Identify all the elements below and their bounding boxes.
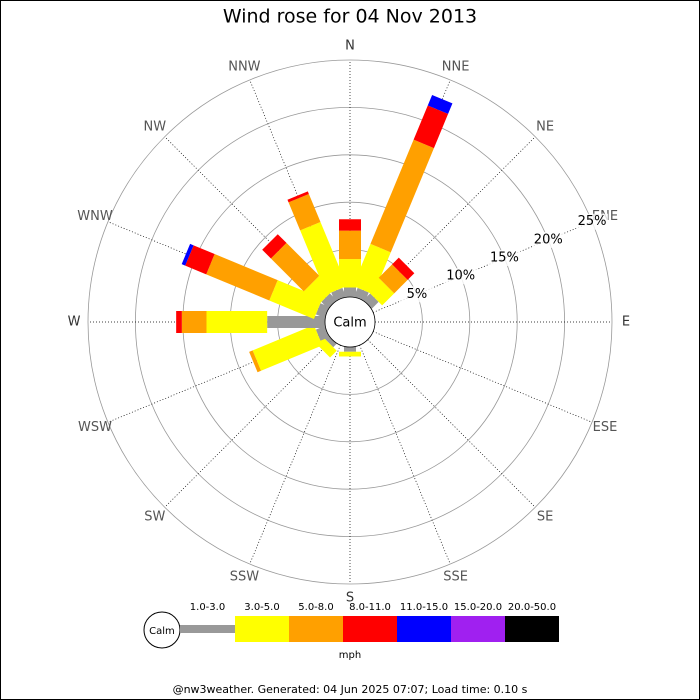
bar-segment (339, 230, 361, 260)
direction-label: SE (537, 510, 553, 525)
bar-segment (344, 287, 356, 297)
legend-calm-label: Calm (149, 626, 175, 637)
footer: @nw3weather. Generated: 04 Jun 2025 07:0… (173, 683, 528, 696)
bar-segment (206, 311, 268, 333)
bar-segment (344, 347, 356, 352)
bar-segment (181, 243, 194, 266)
legend-swatch (451, 616, 505, 642)
direction-bars (339, 347, 361, 357)
bar-segment (353, 243, 391, 295)
legend-swatch (343, 616, 397, 642)
bar-segment (252, 325, 323, 371)
legend-label: 20.0-50.0 (508, 602, 556, 613)
r-tick-label: 15% (490, 251, 519, 266)
legend-label: 15.0-20.0 (454, 602, 502, 613)
calm-circle (324, 296, 376, 348)
direction-bars (176, 311, 325, 333)
direction-label: NNW (228, 60, 260, 75)
bar-segment (363, 293, 379, 309)
bar-segment (249, 350, 262, 373)
bar-segment (269, 280, 323, 319)
direction-label: WSW (78, 420, 112, 435)
bar-segment (413, 105, 449, 149)
bar-segment (288, 193, 321, 231)
legend-swatch (180, 625, 235, 633)
spoke (359, 344, 451, 565)
calm-label: Calm (333, 316, 366, 331)
direction-bars (287, 191, 347, 302)
bar-segment (366, 277, 395, 306)
chart-title: Wind rose for 04 Nov 2013 (223, 6, 477, 28)
direction-label: N (345, 39, 355, 54)
bar-segment (262, 234, 287, 259)
tick-label-bg (444, 268, 477, 285)
bar-segment (206, 254, 278, 301)
legend-label: 1.0-3.0 (190, 602, 225, 613)
legend-swatch (289, 616, 343, 642)
bar-segment (267, 316, 325, 328)
r-tick-label: 10% (446, 269, 475, 284)
tick-label-bg (488, 250, 521, 267)
bar-segment (378, 264, 408, 294)
legend-swatch (505, 616, 559, 642)
bar-segment (321, 293, 337, 309)
bar-segment (339, 351, 361, 357)
bar-segment (300, 221, 347, 295)
spoke (164, 339, 333, 508)
bar-segment (287, 191, 309, 203)
bar-segment (270, 242, 320, 292)
direction-label: E (622, 315, 630, 330)
r-tick-label: 25% (578, 214, 607, 229)
direction-label: SSE (443, 569, 468, 584)
r-tick-label: 20% (534, 232, 563, 247)
legend-swatch (235, 616, 289, 642)
legend-unit: mph (339, 650, 361, 661)
tick-label-bg (576, 213, 609, 230)
direction-label: NNE (442, 60, 470, 75)
r-tick-label: 5% (407, 287, 428, 302)
tick-label-bg (532, 231, 565, 248)
bar-segment (181, 311, 207, 333)
direction-label: NW (144, 119, 167, 134)
bar-segment (427, 95, 453, 114)
direction-bars (181, 243, 330, 319)
legend-swatch (397, 616, 451, 642)
tick-label-bg (400, 286, 433, 303)
bar-segment (176, 311, 182, 333)
direction-label: SW (144, 510, 165, 525)
direction-label: NE (536, 119, 554, 134)
legend-label: 11.0-15.0 (400, 602, 448, 613)
bar-segment (185, 245, 215, 275)
direction-bars (353, 95, 453, 302)
grid-ring (87, 59, 613, 585)
legend-label: 5.0-8.0 (298, 602, 333, 613)
direction-bars (363, 257, 415, 309)
bar-segment (339, 219, 361, 231)
bar-segment (370, 139, 434, 253)
bar-segment (392, 257, 415, 280)
legend-label: 3.0-5.0 (244, 602, 279, 613)
bar-segment (324, 335, 337, 348)
spoke (249, 344, 341, 565)
legend-label: 8.0-11.0 (349, 602, 391, 613)
direction-label: WNW (77, 209, 113, 224)
direction-label: SSW (230, 569, 260, 584)
spoke (367, 339, 536, 508)
direction-label: ESE (593, 420, 618, 435)
spoke (372, 331, 593, 423)
direction-label: S (346, 591, 354, 606)
direction-label: W (68, 315, 81, 330)
